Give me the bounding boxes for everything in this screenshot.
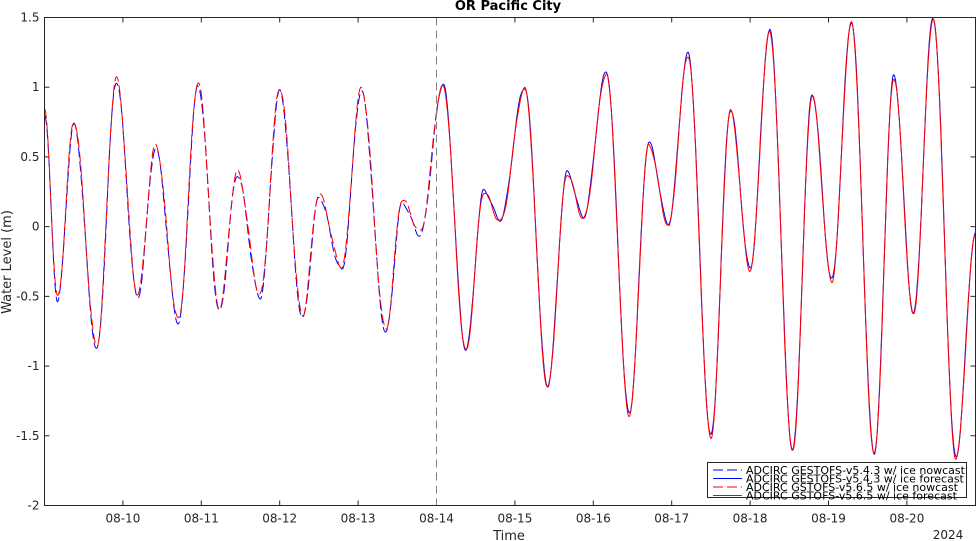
x-tick-label: 08-11	[184, 512, 219, 526]
x-tick-label: 08-20	[889, 512, 924, 526]
x-tick-label: 08-18	[733, 512, 768, 526]
y-axis-ticks: -2 -1.5 -1 -0.5 0 0.5 1 1.5	[16, 11, 976, 513]
y-tick-label: -2	[28, 499, 40, 513]
series-line-3	[44, 76, 437, 347]
chart-title: OR Pacific City	[455, 0, 562, 14]
y-tick-label: 0.5	[20, 150, 39, 164]
legend-entry: ADCIRC GSTOFS-v5.6.5 w/ ice forecast	[746, 490, 958, 503]
x-tick-label: 08-10	[105, 512, 140, 526]
x-tick-label: 08-14	[419, 512, 454, 526]
x-tick-label: 08-19	[811, 512, 846, 526]
legend-entry: ADCIRC GESTOFS-v5.4.3 w/ ice nowcast	[746, 464, 966, 477]
x-axis-title: Time	[492, 529, 525, 541]
series-line-4	[436, 18, 976, 460]
y-tick-label: -1	[28, 359, 40, 373]
series-layer	[44, 17, 976, 460]
x-tick-label: 08-15	[497, 512, 532, 526]
x-tick-label: 08-16	[576, 512, 611, 526]
x-axis-ticks: 08-10 08-11 08-12 08-13 08-14 08-15 08-16 08-17…	[105, 17, 924, 526]
y-tick-label: -0.5	[16, 289, 39, 303]
year-label: 2024	[933, 528, 964, 541]
x-tick-label: 08-13	[341, 512, 376, 526]
y-axis-title: Water Level (m)	[0, 210, 15, 314]
x-tick-label: 08-17	[654, 512, 689, 526]
y-tick-label: 0	[32, 220, 40, 234]
plot-area	[44, 17, 976, 506]
y-tick-label: -1.5	[16, 429, 39, 443]
legend-box	[707, 462, 967, 498]
legend-entry: ADCIRC GESTOFS-v5.4.3 w/ ice forecast	[746, 473, 965, 486]
y-tick-label: 1.5	[20, 11, 39, 25]
legend: ADCIRC GESTOFS-v5.4.3 w/ ice nowcastADCI…	[707, 462, 967, 503]
y-tick-label: 1	[32, 80, 40, 94]
legend-entry: ADCIRC GSTOFS-v5.6.5 w/ ice nowcast	[746, 481, 959, 494]
x-tick-label: 08-12	[262, 512, 297, 526]
